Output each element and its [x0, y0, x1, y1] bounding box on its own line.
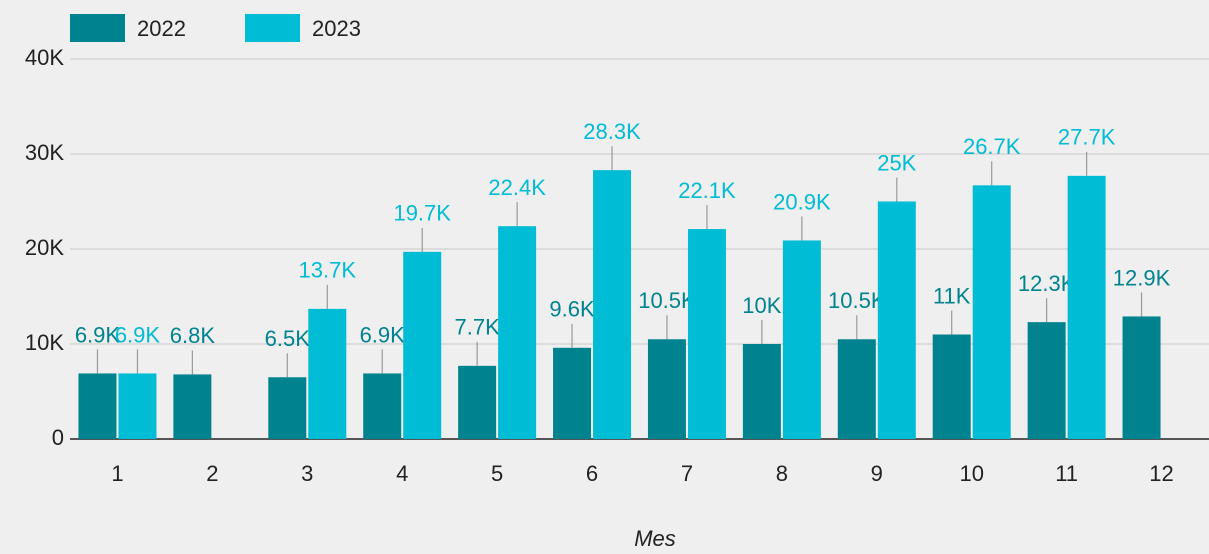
data-label: 19.7K	[393, 201, 451, 226]
bar	[932, 334, 971, 439]
y-tick-label: 0	[52, 425, 64, 450]
y-tick-label: 40K	[25, 45, 64, 70]
bar	[118, 373, 157, 439]
y-tick-label: 20K	[25, 235, 64, 260]
data-label: 6.9K	[75, 322, 121, 347]
data-label: 10.5K	[638, 288, 696, 313]
data-label: 22.4K	[488, 175, 546, 200]
data-label: 22.1K	[678, 178, 736, 203]
bar	[782, 240, 821, 439]
data-label: 13.7K	[299, 258, 357, 283]
x-tick-label: 6	[586, 461, 598, 486]
bar	[173, 374, 212, 439]
x-tick-label: 11	[1055, 461, 1078, 486]
bar	[1027, 322, 1066, 439]
data-label: 6.5K	[265, 326, 311, 351]
bar	[308, 308, 347, 439]
x-axis-title: Mes	[634, 526, 676, 551]
data-label: 6.8K	[170, 323, 216, 348]
bar	[553, 347, 592, 439]
bar	[78, 373, 117, 439]
bar	[363, 373, 402, 439]
bar	[877, 201, 916, 439]
bar	[837, 339, 876, 439]
bar	[972, 185, 1011, 439]
data-label: 26.7K	[963, 134, 1021, 159]
data-label: 12.9K	[1113, 265, 1171, 290]
y-tick-label: 10K	[25, 330, 64, 355]
bar	[1067, 175, 1106, 439]
data-label: 12.3K	[1018, 271, 1076, 296]
data-label: 9.6K	[549, 297, 595, 322]
legend-label: 2022	[137, 16, 186, 41]
data-label: 6.9K	[360, 322, 406, 347]
x-tick-label: 12	[1149, 461, 1173, 486]
bar	[458, 365, 497, 439]
bar	[498, 226, 537, 439]
data-label: 10K	[742, 293, 781, 318]
bar	[1122, 316, 1161, 439]
x-tick-label: 9	[871, 461, 883, 486]
x-tick-label: 7	[681, 461, 693, 486]
legend-swatch	[70, 14, 125, 42]
bar	[647, 339, 686, 439]
x-tick-label: 10	[959, 461, 983, 486]
data-label: 28.3K	[583, 119, 641, 144]
data-label: 6.9K	[115, 322, 161, 347]
y-tick-label: 30K	[25, 140, 64, 165]
legend-swatch	[245, 14, 300, 42]
data-label: 10.5K	[828, 288, 886, 313]
data-label: 7.7K	[454, 315, 500, 340]
x-tick-label: 3	[301, 461, 313, 486]
x-tick-label: 2	[206, 461, 218, 486]
x-tick-label: 4	[396, 461, 408, 486]
bar	[687, 229, 726, 439]
data-label: 20.9K	[773, 189, 831, 214]
bar	[593, 170, 632, 439]
x-tick-label: 8	[776, 461, 788, 486]
legend-label: 2023	[312, 16, 361, 41]
bar	[742, 344, 781, 439]
data-label: 25K	[877, 150, 916, 175]
bar	[268, 377, 307, 439]
data-label: 27.7K	[1058, 125, 1116, 150]
data-label: 11K	[933, 283, 971, 308]
x-tick-label: 5	[491, 461, 503, 486]
x-tick-label: 1	[111, 461, 123, 486]
bar	[403, 251, 442, 439]
